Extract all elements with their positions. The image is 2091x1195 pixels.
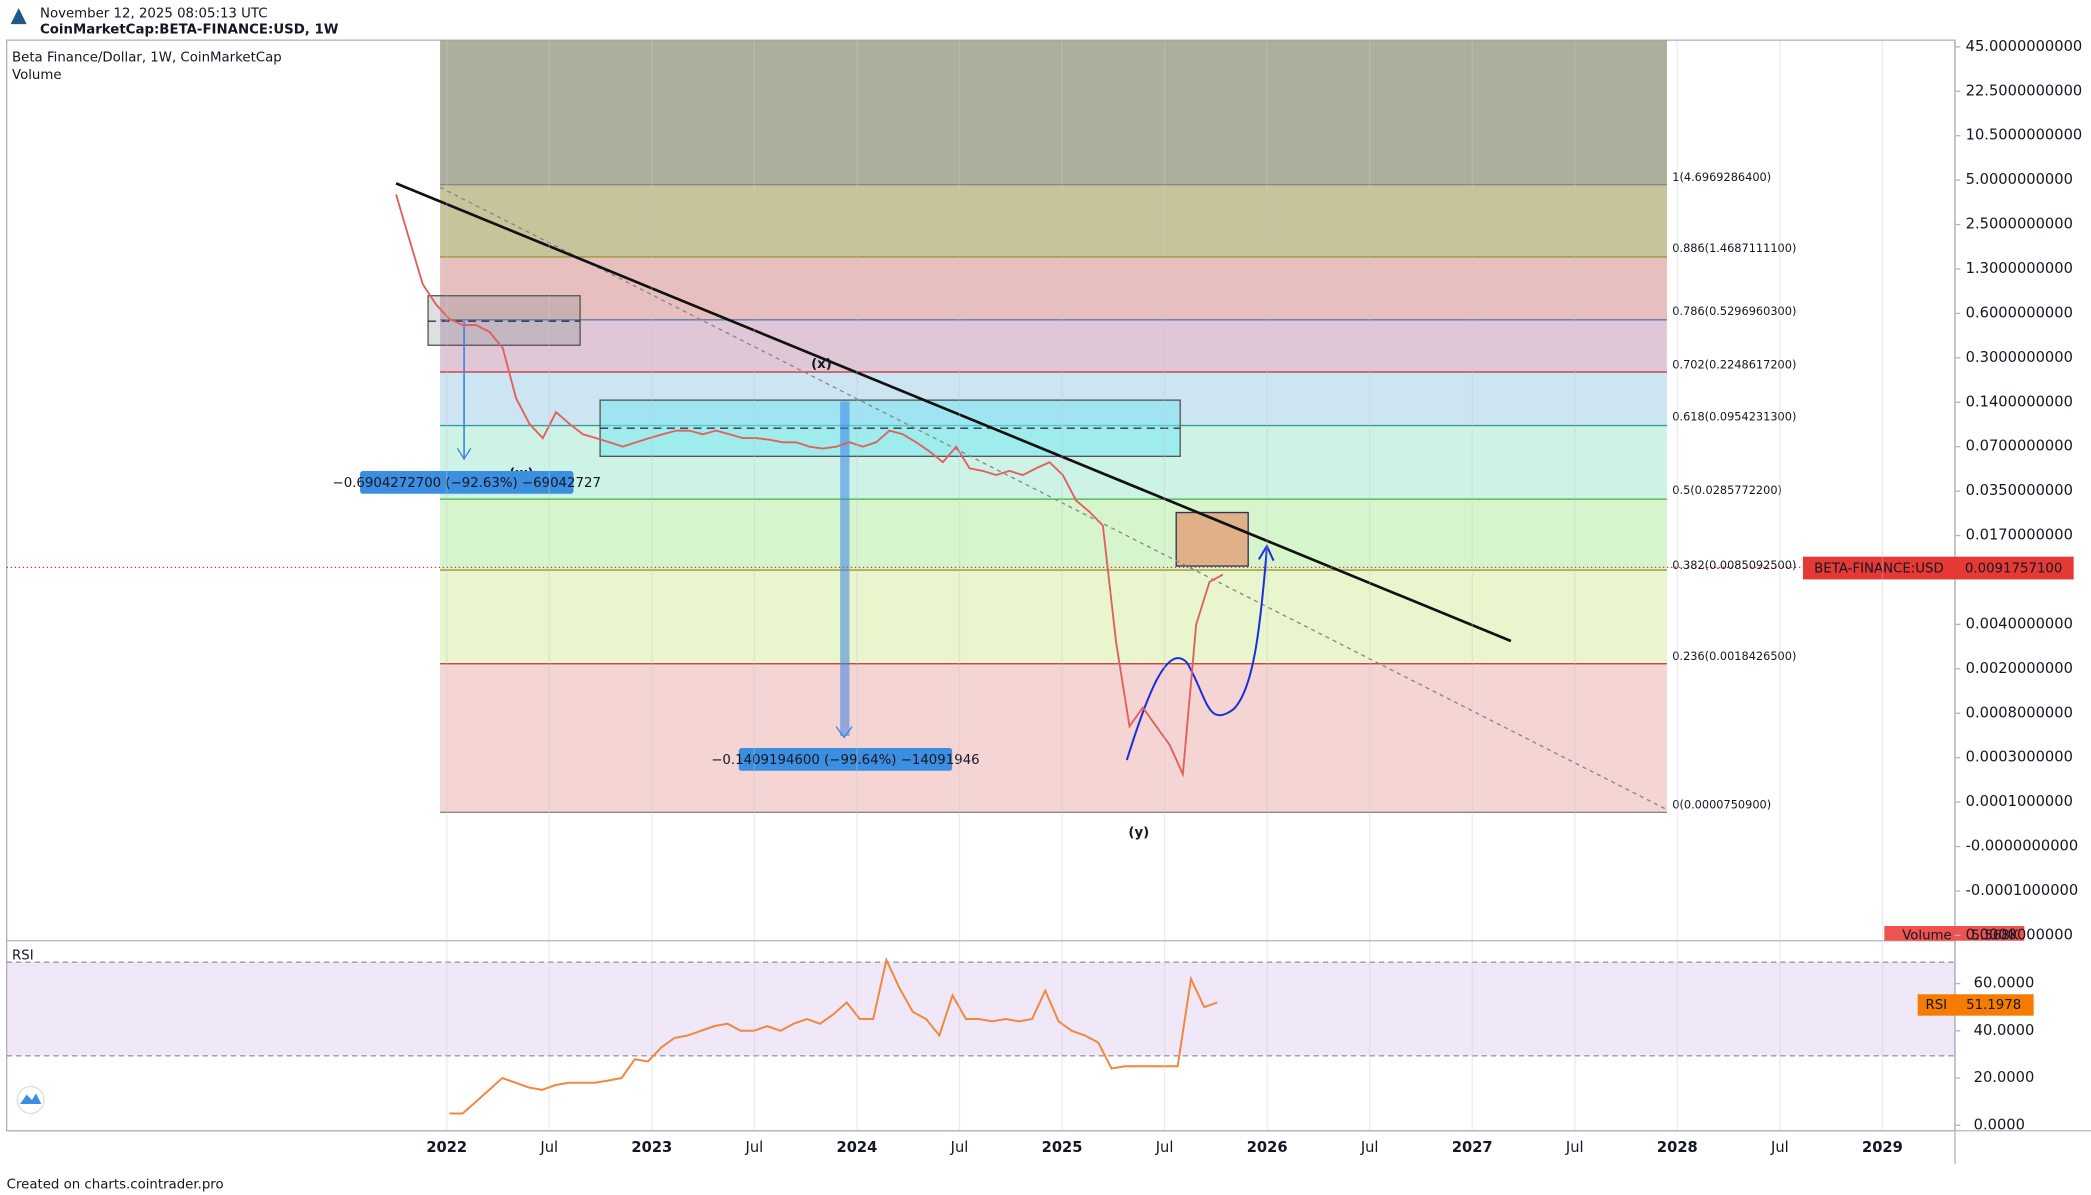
price-axis-label: 0.1400000000 [1966,393,2073,410]
time-axis-label: Jul [745,1139,764,1156]
measure-box [738,748,953,771]
time-axis-label: Jul [1155,1139,1174,1156]
price-axis-label: 5.0000000000 [1966,171,2073,188]
dashed-trend [439,186,1668,811]
time-axis-label: 2025 [1042,1139,1083,1156]
trendline [395,182,1512,643]
fib-label: 0.382(0.0085092500) [1672,558,1796,572]
timestamp: November 12, 2025 08:05:13 UTC [40,6,268,21]
time-axis-label: 2027 [1452,1139,1493,1156]
wave-label: (x) [811,357,832,372]
measure-box [360,471,574,494]
corner-logo [16,1085,45,1115]
rsi-badge [1917,994,1955,1016]
price-axis-label: 0.0170000000 [1966,527,2073,544]
price-axis-label: 2.5000000000 [1966,216,2073,233]
legend-volume: Volume [12,68,62,83]
time-axis-label: 2029 [1862,1139,1903,1156]
time-axis-label: Jul [1360,1139,1379,1156]
price-axis-label: 10.5000000000 [1966,127,2083,144]
price-line [395,194,1224,778]
fib-label: 0(0.0000750900) [1672,798,1771,812]
volume-badge [1884,926,2025,941]
logo [10,8,27,25]
price-axis-label: 0.0020000000 [1966,660,2073,677]
measure-label: −0.1409194600 (−99.64%) −14091946 [711,753,979,768]
rsi-label: RSI [12,948,34,963]
rsi-axis-label: 20.0000 [1974,1069,2035,1086]
measure-arrows [456,321,853,739]
fib-label: 0.786(0.5296960300) [1672,304,1796,318]
fib-label: 0.618(0.0954231300) [1672,410,1796,424]
time-axis-label: 2024 [837,1139,878,1156]
rsi-axis-label: 40.0000 [1974,1022,2035,1039]
rsi-value-text: 51.1978 [1966,998,2021,1013]
price-axis-label: 22.5000000000 [1966,82,2083,99]
price-axis-label: 1.3000000000 [1966,260,2073,277]
wave-label: (y) [1128,825,1149,840]
price-axis-label: 0.3000000000 [1966,349,2073,366]
price-badge [1954,556,2074,580]
fib-label: 0.702(0.2248617200) [1672,357,1796,371]
time-axis-label: Jul [1565,1139,1584,1156]
time-axis-label: Jul [950,1139,969,1156]
symbol: CoinMarketCap:BETA-FINANCE:USD, 1W [40,22,339,37]
target-box [1175,511,1249,567]
price-axis-label: -0.0000000000 [1966,838,2079,855]
price-axis-label: 0.6000000000 [1966,304,2073,321]
fib-label: 0.886(1.4687111100) [1672,241,1796,255]
fib-label: 1(4.6969286400) [1672,170,1771,184]
symbol-badge [1802,556,1955,580]
rsi-axis-label: 0.0000 [1974,1116,2025,1133]
price-axis-label: 0.0008000000 [1966,704,2073,721]
rsi-line [449,956,1218,1115]
measure-label: −0.6904272700 (−92.63%) −69042727 [333,476,601,491]
time-axis-label: 2022 [426,1139,467,1156]
volume-badge-name: Volume [1902,928,1952,943]
price-axis-label: 0.0350000000 [1966,482,2073,499]
price-axis-label: 0.0700000000 [1966,438,2073,455]
time-axis-label: 2026 [1247,1139,1288,1156]
price-axis-label: -0.0001000000 [1966,882,2079,899]
legend-title: Beta Finance/Dollar, 1W, CoinMarketCap [12,51,282,66]
price-axis-label: 0.0003000000 [1966,749,2073,766]
time-axis-label: Jul [1770,1139,1789,1156]
fib-label: 0.236(0.0018426500) [1672,649,1796,663]
price-badge-text: 0.0091757100 [1965,562,2062,577]
rsi-band [6,962,1955,1056]
volume-badge-value: 5.568K [1972,928,2020,943]
fib-label: 0.5(0.0285772200) [1672,483,1782,497]
time-axis-label: 2028 [1657,1139,1698,1156]
price-axis-label: 0.0000000000 [1966,926,2073,943]
time-axis-label: Jul [539,1139,558,1156]
projection-curve [1125,548,1268,761]
price-axis-label: 0.0040000000 [1966,615,2073,632]
symbol-badge-text: BETA-FINANCE:USD [1814,562,1944,577]
time-axis-label: 2023 [631,1139,672,1156]
projection-arrow [1258,543,1275,562]
rsi-badge-text: RSI [1925,998,1947,1013]
price-axis-label: 0.0001000000 [1966,793,2073,810]
rsi-axis-label: 60.0000 [1974,975,2035,992]
rsi-value-badge [1954,994,2034,1016]
price-axis-label: 45.0000000000 [1966,38,2083,55]
footer: Created on charts.cointrader.pro [7,1177,224,1192]
